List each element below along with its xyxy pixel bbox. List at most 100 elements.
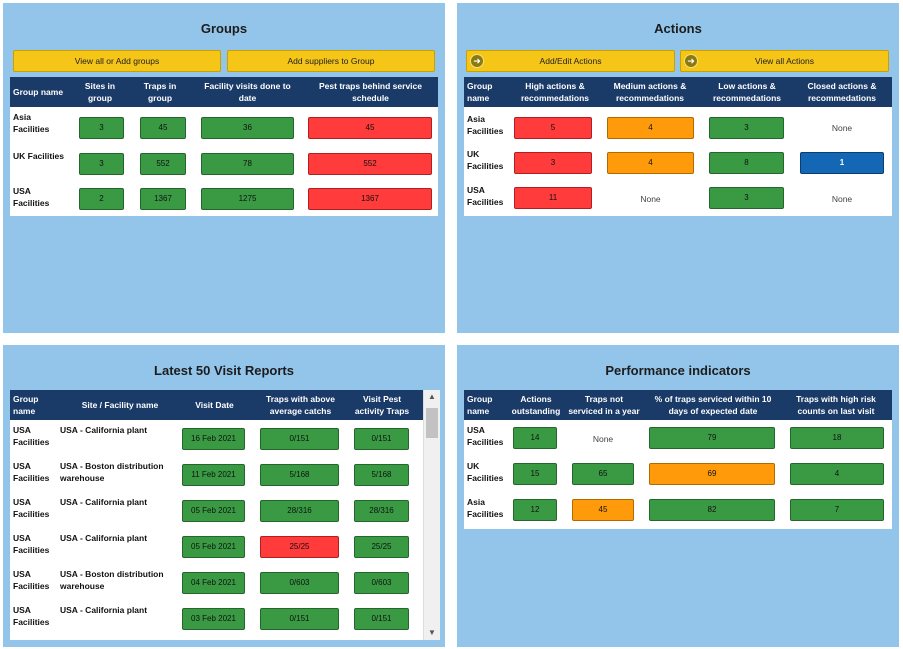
pct-serviced-value: 69	[649, 463, 775, 485]
group-name-cell: USA Facilities	[467, 185, 504, 207]
performance-table: Group name Actions outstanding Traps not…	[464, 390, 892, 529]
behind-value: 45	[308, 117, 432, 139]
visit-date-value[interactable]: 11 Feb 2021	[182, 464, 245, 486]
visit-date-value[interactable]: 04 Feb 2021	[182, 572, 245, 594]
above-average-value: 25/25	[260, 536, 339, 558]
visit-reports-panel: Latest 50 Visit Reports Group name Site …	[3, 345, 445, 647]
traps-value: 552	[140, 153, 186, 175]
group-name-cell: UK Facilities	[13, 151, 65, 161]
actions-panel: Actions ➜ Add/Edit Actions ➜ View all Ac…	[457, 3, 899, 333]
col-group-name: Group name	[467, 394, 493, 416]
site-name-cell: USA - California plant	[60, 605, 148, 615]
scroll-up-icon[interactable]: ▲	[428, 392, 436, 401]
group-name-cell: USA Facilities	[13, 533, 50, 555]
actions-table: Group name High actions & recommedations…	[464, 77, 892, 216]
activity-traps-value: 0/603	[354, 572, 409, 594]
above-average-value: 0/603	[260, 572, 339, 594]
above-average-value: 28/316	[260, 500, 339, 522]
site-name-cell: USA - Boston distribution warehouse	[60, 569, 164, 591]
visits-value: 78	[201, 153, 294, 175]
above-average-value: 5/168	[260, 464, 339, 486]
visit-date-value[interactable]: 05 Feb 2021	[182, 500, 245, 522]
activity-traps-value: 28/316	[354, 500, 409, 522]
site-name-cell: USA - California plant	[60, 425, 148, 435]
visit-reports-table: Group name Site / Facility name Visit Da…	[10, 390, 440, 640]
performance-table-header: Group name Actions outstanding Traps not…	[464, 390, 892, 420]
col-not-serviced: Traps not serviced in a year	[568, 394, 640, 416]
visit-reports-title: Latest 50 Visit Reports	[154, 363, 294, 378]
col-high-risk: Traps with high risk counts on last visi…	[796, 394, 876, 416]
pct-serviced-value: 79	[649, 427, 775, 449]
visit-reports-scrollbar[interactable]: ▲ ▼	[423, 390, 440, 640]
col-traps: Traps in group	[143, 81, 177, 103]
low-value: 8	[709, 152, 784, 174]
group-name-cell: USA Facilities	[13, 461, 50, 483]
col-outstanding: Actions outstanding	[511, 394, 561, 416]
col-group-name: Group name	[13, 87, 64, 97]
behind-value: 552	[308, 153, 432, 175]
activity-traps-value: 5/168	[354, 464, 409, 486]
col-visit-date: Visit Date	[195, 400, 234, 410]
arrow-right-icon: ➜	[684, 54, 698, 68]
closed-value: None	[831, 194, 853, 204]
above-average-value: 0/151	[260, 608, 339, 630]
traps-value: 45	[140, 117, 186, 139]
group-name-cell: Asia Facilities	[13, 112, 50, 134]
high-risk-value: 4	[790, 463, 884, 485]
group-name-cell: USA Facilities	[13, 425, 50, 447]
groups-title: Groups	[200, 21, 248, 36]
activity-traps-value: 0/151	[354, 608, 409, 630]
outstanding-value: 14	[513, 427, 557, 449]
outstanding-value: 12	[513, 499, 557, 521]
view-all-actions-button[interactable]: ➜ View all Actions	[680, 50, 889, 72]
view-add-groups-button[interactable]: View all or Add groups	[13, 50, 221, 72]
scroll-down-icon[interactable]: ▼	[428, 628, 436, 637]
add-suppliers-button[interactable]: Add suppliers to Group	[227, 50, 435, 72]
visit-date-value[interactable]: 03 Feb 2021	[182, 608, 245, 630]
groups-panel: Groups View all or Add groups Add suppli…	[3, 3, 445, 333]
performance-panel: Performance indicators Group name Action…	[457, 345, 899, 647]
medium-value: 4	[607, 152, 694, 174]
col-high: High actions & recommedations	[520, 81, 590, 103]
above-average-value: 0/151	[260, 428, 339, 450]
col-behind: Pest traps behind service schedule	[319, 81, 422, 103]
add-edit-actions-label: Add/Edit Actions	[539, 56, 602, 66]
col-pct-serviced: % of traps serviced within 10 days of ex…	[654, 394, 772, 416]
group-name-cell: USA Facilities	[13, 186, 50, 208]
visit-date-value[interactable]: 16 Feb 2021	[182, 428, 245, 450]
col-group-name: Group name	[13, 394, 39, 416]
scrollbar-thumb[interactable]	[426, 408, 438, 438]
sites-value: 2	[79, 188, 124, 210]
group-name-cell: Asia Facilities	[467, 497, 504, 519]
groups-table-header: Group name Sites in group Traps in group…	[10, 77, 438, 107]
site-name-cell: USA - Boston distribution warehouse	[60, 461, 164, 483]
not-serviced-value: None	[592, 434, 614, 444]
col-above-average: Traps with above average catchs	[266, 394, 335, 416]
medium-value: 4	[607, 117, 694, 139]
arrow-right-icon: ➜	[470, 54, 484, 68]
group-name-cell: UK Facilities	[467, 461, 504, 483]
medium-value: None	[640, 194, 661, 204]
behind-value: 1367	[308, 188, 432, 210]
traps-value: 1367	[140, 188, 186, 210]
sites-value: 3	[79, 117, 124, 139]
low-value: 3	[709, 117, 784, 139]
activity-traps-value: 25/25	[354, 536, 409, 558]
pct-serviced-value: 82	[649, 499, 775, 521]
high-value: 11	[514, 187, 592, 209]
col-site: Site / Facility name	[81, 400, 159, 410]
visit-date-value[interactable]: 05 Feb 2021	[182, 536, 245, 558]
col-visits: Facility visits done to date	[204, 81, 291, 103]
col-activity-traps: Visit Pest activity Traps	[354, 394, 410, 416]
high-value: 3	[514, 152, 592, 174]
actions-title: Actions	[654, 21, 702, 36]
add-edit-actions-button[interactable]: ➜ Add/Edit Actions	[466, 50, 675, 72]
activity-traps-value: 0/151	[354, 428, 409, 450]
group-name-cell: USA Facilities	[467, 425, 504, 447]
high-risk-value: 18	[790, 427, 884, 449]
col-low: Low actions & recommedations	[712, 81, 782, 103]
group-name-cell: Asia Facilities	[467, 114, 504, 136]
group-name-cell: USA Facilities	[13, 497, 50, 519]
group-name-cell: USA Facilities	[13, 605, 50, 627]
view-all-actions-label: View all Actions	[755, 56, 814, 66]
